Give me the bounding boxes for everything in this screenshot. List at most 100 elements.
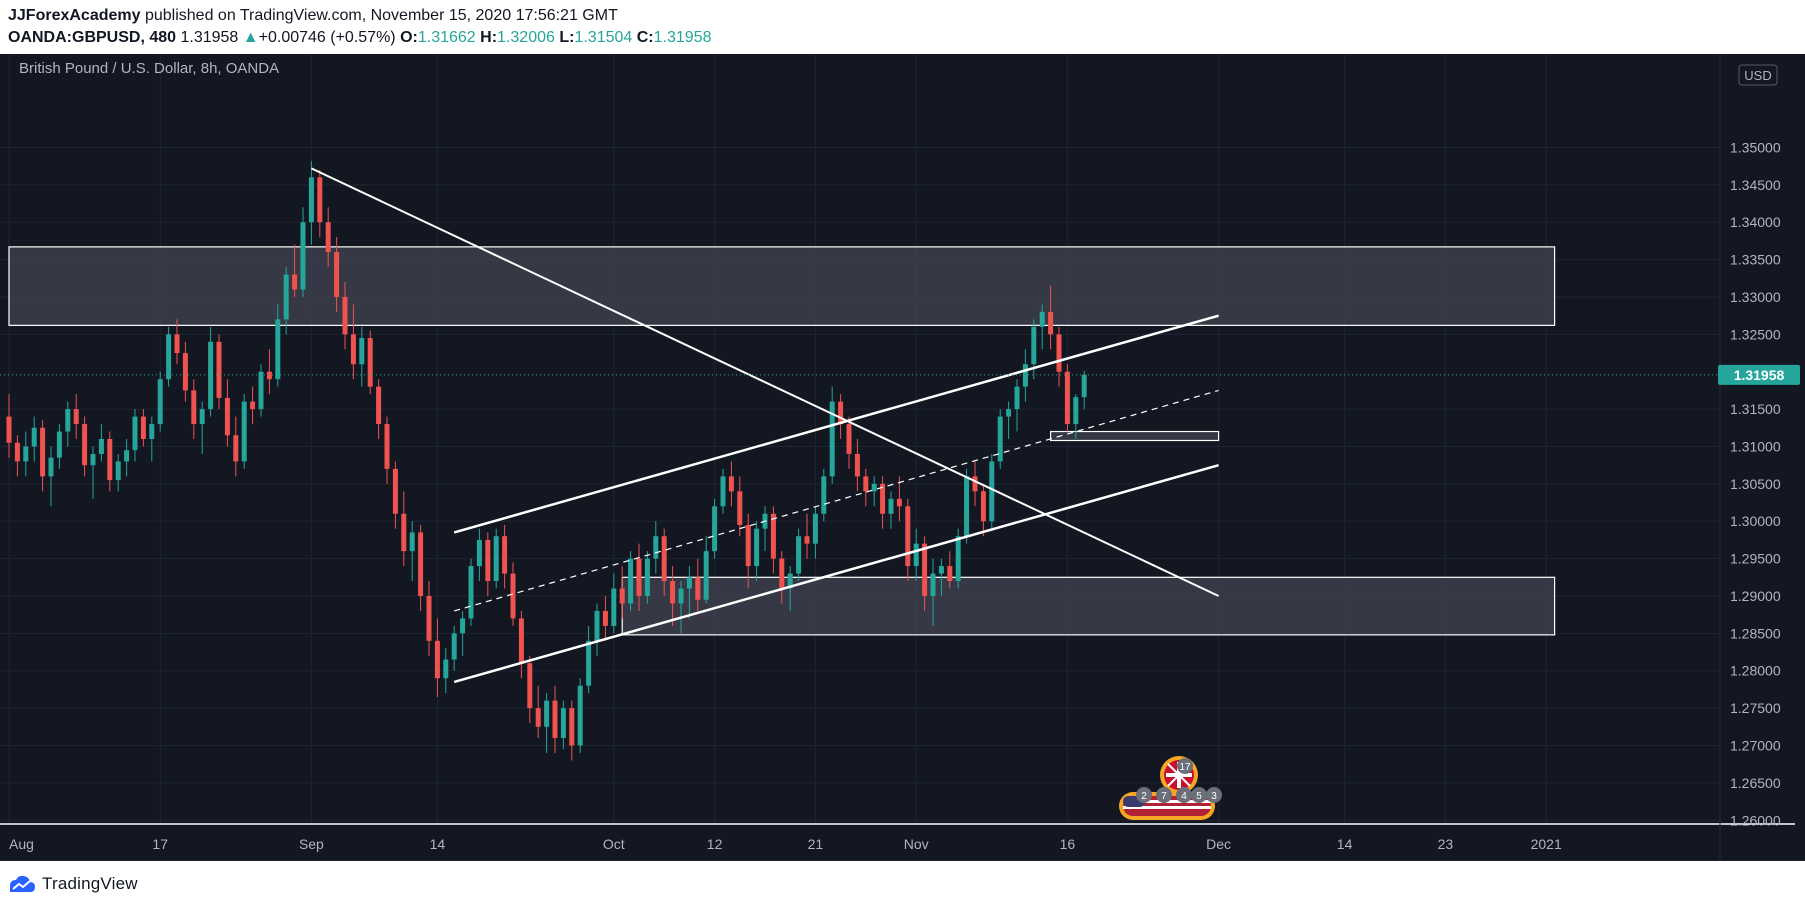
up-arrow-icon: ▲ <box>242 29 259 46</box>
chart-title: British Pound / U.S. Dollar, 8h, OANDA <box>19 60 279 77</box>
time-tick-label: 2021 <box>1531 836 1562 852</box>
price-tick-label: 1.27000 <box>1730 738 1781 754</box>
candle-body <box>871 483 877 492</box>
candle-body <box>854 453 860 477</box>
candle-body <box>468 566 474 619</box>
candle-body <box>888 498 894 514</box>
candle-body <box>636 558 642 596</box>
candle-body <box>653 536 659 559</box>
candle-body <box>628 558 634 604</box>
candle-body <box>661 536 667 582</box>
candle-body <box>258 371 264 410</box>
trendlines[interactable] <box>310 167 1220 684</box>
candle-body <box>670 581 676 604</box>
tradingview-logo[interactable]: TradingView <box>8 872 138 896</box>
us-count-badge <box>1191 787 1207 803</box>
currency-badge-bg <box>1738 64 1778 86</box>
descending-trendline[interactable] <box>310 167 1220 597</box>
candle-body <box>527 663 533 709</box>
gb-event-marker[interactable]: 17 <box>1160 756 1198 794</box>
candle-body <box>804 536 810 544</box>
currency-badge[interactable]: USD <box>1738 64 1778 86</box>
candle-body <box>376 386 382 425</box>
price-axis[interactable]: 1.26000 1.26500 1.27000 1.27500 1.28000 1.285… <box>1730 139 1781 828</box>
economic-events[interactable]: 17 2 7 4 5 3 <box>1119 756 1222 820</box>
candle-body <box>1039 311 1045 327</box>
low-value: 1.31504 <box>574 29 633 46</box>
time-tick-label: 17 <box>152 836 168 852</box>
us-count-badge <box>1176 787 1192 803</box>
support-zone[interactable] <box>621 576 1556 636</box>
candle-body <box>308 177 314 223</box>
price-tick-label: 1.29000 <box>1730 588 1781 604</box>
us-event-marker[interactable]: 2 7 4 5 3 <box>1119 787 1222 820</box>
candle-body <box>107 439 113 481</box>
candle-body <box>224 397 230 436</box>
candle-body <box>611 588 617 626</box>
time-tick-label: 16 <box>1060 836 1076 852</box>
candle-body <box>40 427 46 477</box>
price-tick-label: 1.35000 <box>1730 139 1781 155</box>
channel-upper-line[interactable] <box>453 314 1219 534</box>
low-label: L: <box>559 29 575 46</box>
candle-body <box>644 558 650 596</box>
time-tick-label: 14 <box>430 836 446 852</box>
channel-lower-line[interactable] <box>453 463 1219 684</box>
candle-body <box>812 513 818 544</box>
author-name[interactable]: JJForexAcademy <box>8 7 141 24</box>
chart-frame[interactable]: 1.26000 1.26500 1.27000 1.27500 1.28000 1.285… <box>0 54 1805 861</box>
candle-body <box>913 543 919 567</box>
candle-body <box>846 424 852 454</box>
candle-body <box>56 431 62 458</box>
chart-background <box>0 54 1805 861</box>
candle-body <box>367 338 373 387</box>
candle-body <box>115 461 121 481</box>
candle-body <box>23 446 29 462</box>
candle-body <box>149 424 155 439</box>
candle-body <box>392 468 398 514</box>
candle-body <box>577 685 583 746</box>
candle-body <box>493 536 499 582</box>
price-tag-bg <box>1718 364 1800 385</box>
candle-body <box>166 334 172 380</box>
close-value: 1.31958 <box>653 29 712 46</box>
candle-body <box>829 401 835 477</box>
candle-body <box>292 274 298 290</box>
time-tick-label: 21 <box>808 836 824 852</box>
candle-body <box>989 461 995 522</box>
candle-body <box>443 659 449 679</box>
candle-body <box>434 640 440 679</box>
candle-body <box>754 528 760 567</box>
candle-body <box>737 491 743 525</box>
candle-body <box>560 708 566 739</box>
candle-body <box>191 390 197 425</box>
candle-body <box>896 498 902 507</box>
time-tick-label: 14 <box>1337 836 1353 852</box>
open-value: 1.31662 <box>417 29 476 46</box>
candle-body <box>476 539 482 567</box>
time-axis[interactable]: Aug 17 Sep 14 Oct 12 21 Nov 16 Dec 14 23 2021 <box>9 836 1562 852</box>
price-tick-label: 1.31000 <box>1730 438 1781 454</box>
candle-body <box>98 439 104 454</box>
small-zone[interactable] <box>1049 430 1220 442</box>
high-value: 1.32006 <box>497 29 555 46</box>
symbol-label: OANDA:GBPUSD, 480 <box>8 29 177 46</box>
candle-body <box>266 371 272 380</box>
time-tick-label: 12 <box>707 836 723 852</box>
candle-body <box>569 708 575 746</box>
chart-header: JJForexAcademy published on TradingView.… <box>0 0 1805 54</box>
candle-body <box>6 416 12 443</box>
candle-body <box>964 476 970 537</box>
candle-body <box>686 577 692 589</box>
channel-mid-line[interactable] <box>454 389 1219 612</box>
time-tick-label: Oct <box>603 836 625 852</box>
candle-body <box>241 401 247 462</box>
candle-body <box>552 700 558 739</box>
price-tick-label: 1.29500 <box>1730 551 1781 567</box>
candles <box>6 160 1087 761</box>
candlestick-chart[interactable]: 1.26000 1.26500 1.27000 1.27500 1.28000 1.285… <box>0 54 1805 861</box>
us-event-count: 4 <box>1181 791 1187 802</box>
candle-body <box>955 536 961 582</box>
resistance-zone[interactable] <box>8 246 1556 326</box>
candle-body <box>124 450 130 462</box>
